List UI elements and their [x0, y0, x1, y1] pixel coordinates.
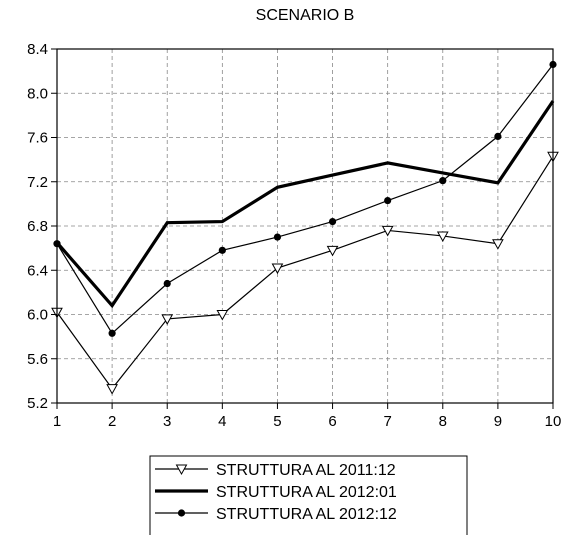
y-tick-label: 7.2 [27, 174, 48, 191]
x-tick-label: 7 [383, 413, 391, 430]
series-line-1 [56, 155, 554, 390]
legend: STRUTTURA AL 2011:12 STRUTTURA AL 2012:01… [149, 455, 468, 535]
x-tick-label: 3 [163, 413, 171, 430]
y-tick-label: 5.6 [27, 351, 48, 368]
y-tick-label: 5.2 [27, 395, 48, 412]
data-point-circle [177, 509, 186, 517]
chart-title: SCENARIO B [256, 7, 355, 24]
legend-label: STRUTTURA AL 2011:12 [216, 462, 396, 479]
x-tick-label: 6 [328, 413, 336, 430]
series-line-3 [56, 64, 554, 335]
x-tick-label: 1 [53, 413, 61, 430]
x-tick-label: 2 [108, 413, 116, 430]
axes: 5.2 5.6 6.0 6.4 6.8 7.2 7.6 8.0 8.4 1 2 3 4 5 6 7 8 9 10 [27, 41, 561, 430]
data-point-triangle [161, 314, 174, 325]
y-tick-label: 6.0 [27, 307, 48, 324]
data-point-circle [273, 233, 282, 241]
x-tick-label: 4 [218, 413, 226, 430]
data-point-circle [328, 217, 337, 226]
data-point-triangle [326, 245, 339, 257]
legend-label: STRUTTURA AL 2012:12 [216, 506, 397, 523]
data-point-triangle [106, 384, 118, 395]
data-point-triangle [436, 231, 449, 242]
data-point-triangle [381, 225, 394, 237]
x-tick-label: 9 [494, 413, 502, 430]
data-point-triangle [492, 239, 504, 250]
y-tick-label: 6.8 [27, 218, 48, 235]
y-tick-label: 8.0 [27, 85, 48, 102]
data-point-circle [494, 132, 502, 140]
data-point-circle [218, 246, 226, 254]
y-tick-label: 8.4 [27, 41, 48, 58]
data-point-circle [439, 177, 447, 185]
x-tick-label: 8 [439, 413, 447, 430]
x-tick-label: 10 [545, 413, 562, 430]
data-point-circle [163, 279, 171, 288]
series-layer [51, 60, 559, 395]
data-point-circle [108, 329, 116, 337]
data-point-circle [384, 196, 392, 205]
series-line-2 [55, 100, 555, 309]
legend-label: STRUTTURA AL 2012:01 [216, 484, 397, 501]
data-point-triangle [271, 263, 284, 275]
data-point-triangle [175, 464, 188, 476]
x-tick-label: 5 [273, 413, 281, 430]
y-tick-label: 7.6 [27, 130, 48, 147]
data-point-triangle [216, 310, 229, 321]
y-tick-label: 6.4 [27, 262, 48, 279]
grid-lines [57, 49, 553, 403]
